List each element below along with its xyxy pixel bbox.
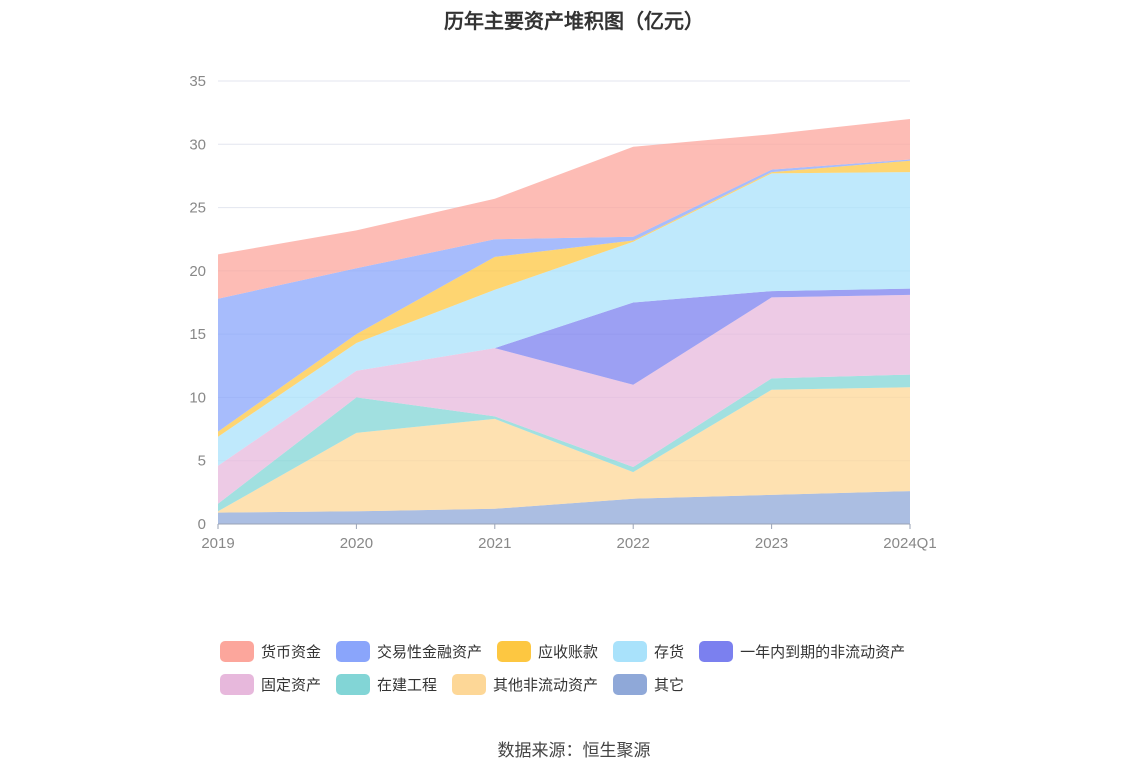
legend-item[interactable]: 应收账款	[497, 640, 598, 662]
x-tick-label: 2020	[340, 535, 373, 552]
y-tick-label: 35	[189, 73, 206, 90]
legend-label: 货币资金	[261, 643, 322, 661]
y-tick-label: 20	[189, 263, 206, 280]
legend-item[interactable]: 交易性金融资产	[336, 640, 482, 662]
area-series-5	[218, 172, 910, 466]
legend-swatch	[336, 673, 371, 695]
x-tick-label: 2023	[755, 535, 788, 552]
y-tick-label: 10	[189, 389, 206, 406]
chart-legend: 货币资金 交易性金融资产 应收账款 存货 一年内到期的非流动资产固定资产 在建工程 其他非流…	[220, 640, 980, 695]
area-series-0	[218, 491, 910, 524]
legend-item[interactable]: 固定资产	[220, 673, 321, 695]
area-series-3	[218, 294, 910, 504]
y-tick-label: 0	[198, 516, 206, 533]
legend-item[interactable]: 货币资金	[220, 640, 321, 662]
legend-label: 应收账款	[538, 643, 599, 661]
legend-label: 在建工程	[377, 676, 438, 694]
legend-label: 其他非流动资产	[493, 676, 599, 694]
legend-label: 存货	[654, 643, 685, 661]
area-series-8	[218, 119, 910, 299]
legend-item[interactable]: 存货	[613, 640, 684, 662]
legend-swatch	[220, 673, 254, 695]
data-source-note: 数据来源：恒生聚源	[497, 741, 651, 760]
legend-swatch	[336, 640, 371, 662]
y-tick-label: 25	[189, 200, 206, 217]
legend-label: 其它	[654, 676, 685, 694]
legend-item[interactable]: 其它	[613, 673, 684, 695]
x-tick-label: 2024Q1	[883, 535, 936, 552]
legend-item[interactable]: 一年内到期的非流动资产	[699, 640, 905, 662]
legend-swatch	[497, 640, 532, 662]
legend-swatch	[220, 640, 254, 662]
legend-label: 固定资产	[261, 676, 322, 694]
x-tick-label: 2021	[478, 535, 511, 552]
y-tick-label: 5	[198, 453, 206, 470]
legend-item[interactable]: 在建工程	[336, 673, 437, 695]
legend-swatch	[613, 640, 648, 662]
legend-swatch	[699, 640, 734, 662]
area-series-1	[218, 387, 910, 513]
legend-item[interactable]: 其他非流动资产	[452, 673, 598, 695]
area-series-2	[218, 374, 910, 512]
area-series-7	[218, 159, 910, 432]
x-tick-label: 2019	[201, 535, 234, 552]
legend-label: 交易性金融资产	[377, 643, 483, 661]
y-tick-label: 15	[189, 326, 206, 343]
legend-swatch	[452, 673, 487, 695]
chart-title: 历年主要资产堆积图（亿元）	[444, 11, 704, 33]
stacked-area-chart: 0 5 10 15 20 25 30 35 2019 2020 2021 2022 2023 2024Q1	[189, 73, 936, 552]
y-tick-label: 30	[189, 136, 206, 153]
legend-swatch	[613, 673, 648, 695]
legend-label: 一年内到期的非流动资产	[740, 643, 906, 661]
x-tick-label: 2022	[617, 535, 650, 552]
